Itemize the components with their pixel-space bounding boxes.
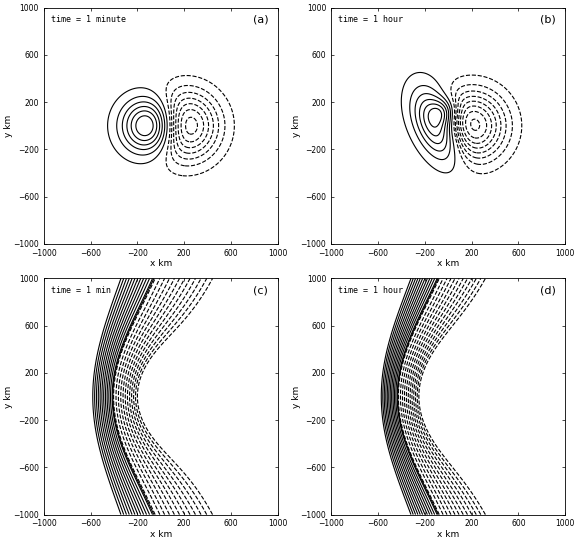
X-axis label: x km: x km <box>437 259 459 268</box>
Text: (d): (d) <box>540 286 556 295</box>
X-axis label: x km: x km <box>149 530 172 539</box>
Text: (c): (c) <box>254 286 269 295</box>
Y-axis label: y km: y km <box>4 386 13 408</box>
Text: (b): (b) <box>540 15 556 25</box>
Text: (a): (a) <box>253 15 269 25</box>
Y-axis label: y km: y km <box>292 386 301 408</box>
Text: time = 1 hour: time = 1 hour <box>338 15 403 24</box>
Y-axis label: y km: y km <box>292 115 301 137</box>
X-axis label: x km: x km <box>149 259 172 268</box>
Text: time = 1 hour: time = 1 hour <box>338 286 403 294</box>
Text: time = 1 minute: time = 1 minute <box>51 15 126 24</box>
X-axis label: x km: x km <box>437 530 459 539</box>
Text: time = 1 min: time = 1 min <box>51 286 111 294</box>
Y-axis label: y km: y km <box>4 115 13 137</box>
